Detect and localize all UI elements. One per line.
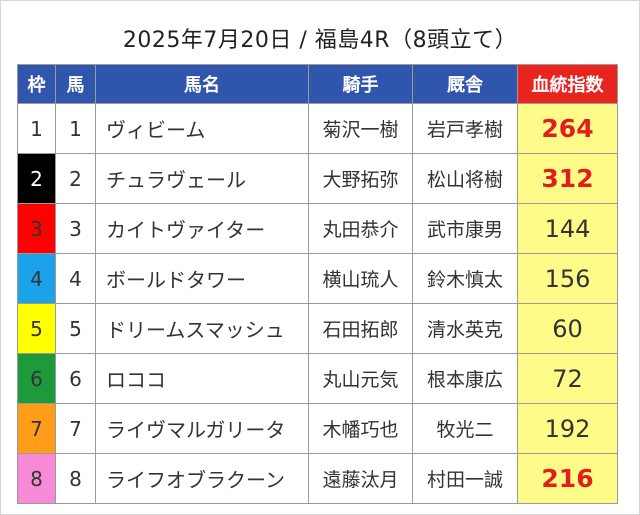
trainer-cell: 牧光二 <box>412 403 518 454</box>
pedigree-index-cell: 264 <box>517 103 618 154</box>
waku-cell: 4 <box>17 253 56 304</box>
pedigree-index-cell: 156 <box>517 253 618 304</box>
horse-number-cell: 6 <box>55 353 96 404</box>
table-row: 4 4 ボールドタワー 横山琉人 鈴木慎太 156 <box>17 253 618 304</box>
waku-cell: 5 <box>17 303 56 354</box>
pedigree-index-cell: 60 <box>517 303 618 354</box>
waku-cell: 6 <box>17 353 56 404</box>
horse-name-cell: ヴィビーム <box>95 103 309 154</box>
horse-number-cell: 1 <box>55 103 96 154</box>
trainer-cell: 武市康男 <box>412 203 518 254</box>
waku-cell: 7 <box>17 403 56 454</box>
table-row: 5 5 ドリームスマッシュ 石田拓郎 清水英克 60 <box>17 303 618 354</box>
waku-cell: 1 <box>17 103 56 154</box>
horse-name-cell: カイトヴァイター <box>95 203 309 254</box>
header-jockey: 騎手 <box>308 64 413 104</box>
table-row: 7 7 ライヴマルガリータ 木幡巧也 牧光二 192 <box>17 403 618 454</box>
horse-name-cell: ロココ <box>95 353 309 404</box>
jockey-cell: 遠藤汰月 <box>308 453 413 504</box>
trainer-cell: 村田一誠 <box>412 453 518 504</box>
page-title: 2025年7月20日 / 福島4R（8頭立て） <box>122 28 518 53</box>
horse-name-cell: チュラヴェール <box>95 153 309 204</box>
waku-cell: 8 <box>17 453 56 504</box>
trainer-cell: 鈴木慎太 <box>412 253 518 304</box>
pedigree-index-cell: 192 <box>517 403 618 454</box>
trainer-cell: 根本康広 <box>412 353 518 404</box>
horse-name-cell: ライフオブラクーン <box>95 453 309 504</box>
trainer-cell: 清水英克 <box>412 303 518 354</box>
horse-number-cell: 7 <box>55 403 96 454</box>
jockey-cell: 丸山元気 <box>308 353 413 404</box>
table-row: 3 3 カイトヴァイター 丸田恭介 武市康男 144 <box>17 203 618 254</box>
pedigree-index-cell: 72 <box>517 353 618 404</box>
waku-cell: 3 <box>17 203 56 254</box>
trainer-cell: 岩戸孝樹 <box>412 103 518 154</box>
jockey-cell: 菊沢一樹 <box>308 103 413 154</box>
jockey-cell: 木幡巧也 <box>308 403 413 454</box>
horse-name-cell: ドリームスマッシュ <box>95 303 309 354</box>
horse-number-cell: 3 <box>55 203 96 254</box>
race-table: 枠 馬 馬名 騎手 厩舎 血統指数 1 1 ヴィビーム 菊沢一樹 岩戸孝樹 264 2 2 チュ… <box>17 64 618 504</box>
horse-name-cell: ライヴマルガリータ <box>95 403 309 454</box>
pedigree-index-cell: 216 <box>517 453 618 504</box>
pedigree-index-cell: 144 <box>517 203 618 254</box>
horse-number-cell: 2 <box>55 153 96 204</box>
horse-number-cell: 8 <box>55 453 96 504</box>
pedigree-index-cell: 312 <box>517 153 618 204</box>
jockey-cell: 大野拓弥 <box>308 153 413 204</box>
table-row: 6 6 ロココ 丸山元気 根本康広 72 <box>17 353 618 404</box>
header-trainer: 厩舎 <box>412 64 518 104</box>
header-row: 枠 馬 馬名 騎手 厩舎 血統指数 <box>17 64 618 104</box>
table-row: 8 8 ライフオブラクーン 遠藤汰月 村田一誠 216 <box>17 453 618 504</box>
horse-number-cell: 4 <box>55 253 96 304</box>
table-row: 2 2 チュラヴェール 大野拓弥 松山将樹 312 <box>17 153 618 204</box>
horse-number-cell: 5 <box>55 303 96 354</box>
header-horse-name: 馬名 <box>95 64 309 104</box>
jockey-cell: 横山琉人 <box>308 253 413 304</box>
waku-cell: 2 <box>17 153 56 204</box>
jockey-cell: 石田拓郎 <box>308 303 413 354</box>
jockey-cell: 丸田恭介 <box>308 203 413 254</box>
header-waku: 枠 <box>17 64 56 104</box>
header-pedigree-index: 血統指数 <box>517 64 618 104</box>
horse-name-cell: ボールドタワー <box>95 253 309 304</box>
table-row: 1 1 ヴィビーム 菊沢一樹 岩戸孝樹 264 <box>17 103 618 154</box>
trainer-cell: 松山将樹 <box>412 153 518 204</box>
header-uma: 馬 <box>55 64 96 104</box>
